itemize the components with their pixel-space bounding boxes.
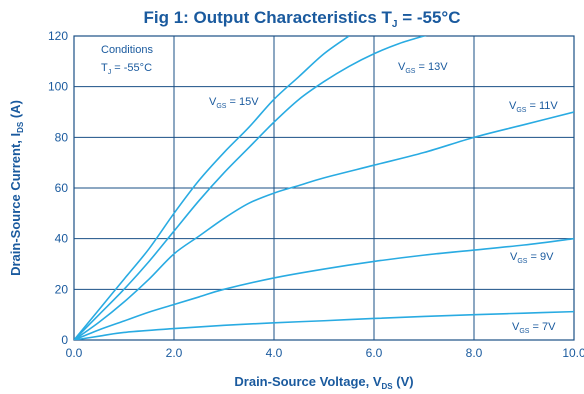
plot-grid <box>73 35 575 341</box>
curve-9v <box>74 237 574 340</box>
axis-ticks: 0.0 2.0 4.0 6.0 8.0 10.0 0 20 40 60 80 100 120 <box>48 29 584 360</box>
series-label: VGS = 15V <box>209 96 259 110</box>
curve-11v <box>74 111 574 340</box>
y-tick-label: 20 <box>55 282 69 296</box>
series-label: VGS = 11V <box>509 100 558 114</box>
curve-15v <box>74 36 350 340</box>
x-axis-title: Drain-Source Voltage, VDS (V) <box>234 374 413 391</box>
y-tick-label: 100 <box>48 80 68 94</box>
x-tick-label: 0.0 <box>66 346 83 360</box>
series-labels: VGS = 15V VGS = 13V VGS = 11V VGS = 9V VGS =… <box>209 61 558 335</box>
y-tick-label: 0 <box>61 333 68 347</box>
x-tick-label: 10.0 <box>562 346 584 360</box>
y-tick-label: 40 <box>55 232 69 246</box>
chart-title: Fig 1: Output Characteristics TJ = -55°C <box>143 8 460 30</box>
x-tick-label: 4.0 <box>266 346 283 360</box>
x-tick-label: 6.0 <box>366 346 383 360</box>
series-label: VGS = 7V <box>512 321 556 335</box>
series-label: VGS = 13V <box>398 61 448 75</box>
x-tick-label: 2.0 <box>166 346 183 360</box>
y-axis-title: Drain-Source Current, IDS (A) <box>8 100 25 276</box>
curve-7v <box>74 310 574 340</box>
series-label: VGS = 9V <box>510 251 554 265</box>
y-tick-label: 80 <box>55 130 69 144</box>
y-tick-label: 60 <box>55 181 69 195</box>
y-tick-label: 120 <box>48 29 68 43</box>
curve-13v <box>74 36 427 340</box>
conditions-heading: Conditions <box>101 44 153 56</box>
curves <box>74 36 574 340</box>
conditions-temperature: TJ = -55°C <box>101 62 152 76</box>
x-tick-label: 8.0 <box>466 346 483 360</box>
